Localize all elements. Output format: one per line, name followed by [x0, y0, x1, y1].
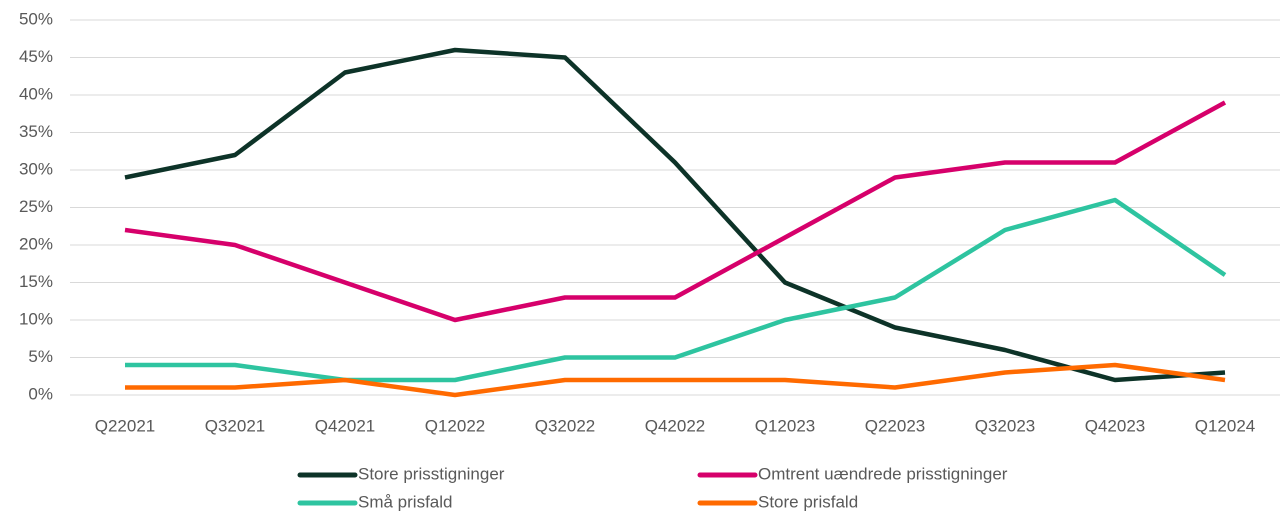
legend-label: Store prisstigninger [358, 464, 505, 483]
series-line [125, 362, 1226, 398]
y-tick-label: 35% [19, 122, 53, 141]
x-tick-label: Q22021 [95, 416, 156, 435]
y-tick-label: 30% [19, 159, 53, 178]
x-tick-label: Q22023 [865, 416, 926, 435]
x-tick-label: Q12024 [1195, 416, 1256, 435]
x-tick-label: Q32022 [535, 416, 596, 435]
y-tick-label: 5% [28, 347, 53, 366]
x-tick-label: Q12023 [755, 416, 816, 435]
y-tick-label: 10% [19, 309, 53, 328]
y-tick-label: 25% [19, 197, 53, 216]
y-tick-label: 20% [19, 234, 53, 253]
x-tick-label: Q42023 [1085, 416, 1146, 435]
x-tick-label: Q32023 [975, 416, 1036, 435]
legend-label: Omtrent uændrede prisstigninger [758, 464, 1008, 483]
x-tick-label: Q42022 [645, 416, 706, 435]
y-tick-label: 15% [19, 272, 53, 291]
y-tick-label: 45% [19, 47, 53, 66]
y-tick-label: 40% [19, 84, 53, 103]
legend-label: Store prisfald [758, 492, 858, 511]
x-tick-label: Q42021 [315, 416, 376, 435]
series-line [125, 197, 1227, 383]
x-tick-label: Q12022 [425, 416, 486, 435]
x-tick-label: Q32021 [205, 416, 266, 435]
series-line [124, 100, 1227, 323]
series-line [124, 47, 1226, 383]
y-tick-label: 50% [19, 9, 53, 28]
legend-label: Små prisfald [358, 492, 452, 511]
y-tick-label: 0% [28, 384, 53, 403]
